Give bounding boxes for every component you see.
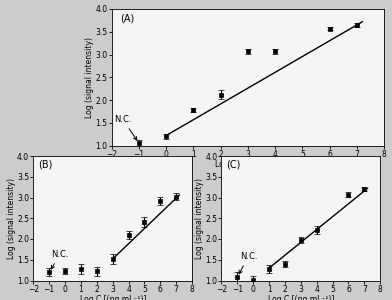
Text: N.C.: N.C. xyxy=(51,250,69,269)
Text: (A): (A) xyxy=(120,13,134,23)
Y-axis label: Log (signal intensity): Log (signal intensity) xyxy=(7,178,16,259)
X-axis label: Log C [(pg mL⁻¹)]: Log C [(pg mL⁻¹)] xyxy=(80,295,146,300)
Y-axis label: Log (signal intensity): Log (signal intensity) xyxy=(85,37,94,118)
Text: N.C.: N.C. xyxy=(114,115,137,140)
Text: N.C.: N.C. xyxy=(239,252,257,274)
Y-axis label: Log (signal intensity): Log (signal intensity) xyxy=(195,178,204,259)
X-axis label: Log C [(pg mL⁻¹)]: Log C [(pg mL⁻¹)] xyxy=(268,295,334,300)
Text: (B): (B) xyxy=(38,160,53,170)
Text: (C): (C) xyxy=(226,160,241,170)
X-axis label: Log [C (pg mL⁻¹)]: Log [C (pg mL⁻¹)] xyxy=(215,160,281,169)
